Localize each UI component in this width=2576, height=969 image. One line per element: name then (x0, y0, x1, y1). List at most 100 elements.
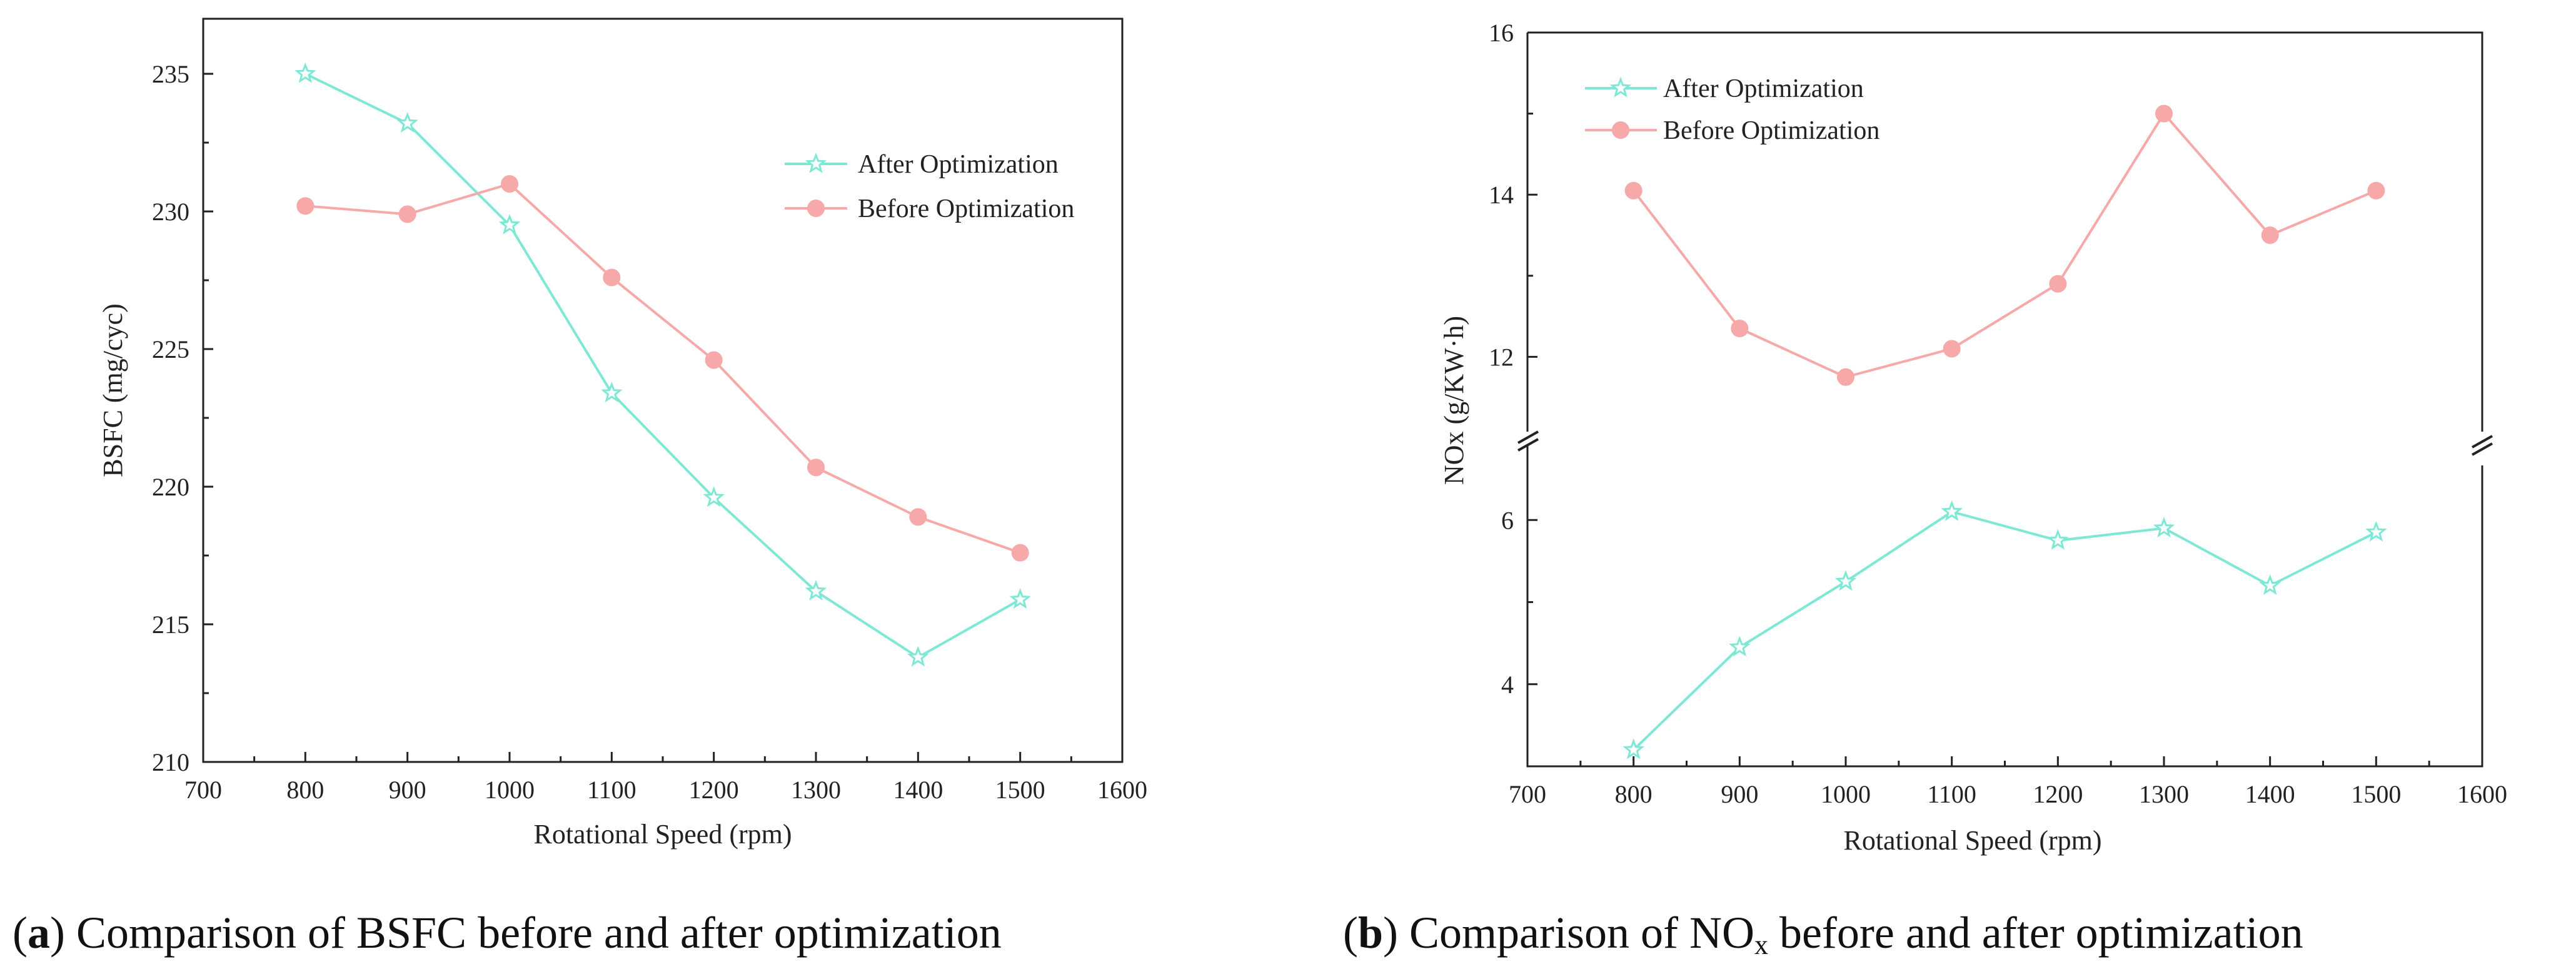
x-tick-label: 1400 (893, 776, 943, 804)
data-point-after (1834, 570, 1857, 591)
data-point-after (2259, 574, 2281, 595)
x-tick-label: 1400 (2245, 780, 2295, 808)
legend-after-marker (1609, 76, 1632, 98)
x-tick-label: 1500 (2351, 780, 2401, 808)
data-point-after (1623, 738, 1644, 759)
y-tick-label: 230 (152, 198, 189, 226)
y-tick-label: 16 (1489, 19, 1514, 47)
x-tick-label: 700 (184, 776, 222, 804)
x-tick-label: 1600 (1097, 776, 1147, 804)
axis-break-right-2 (2472, 442, 2493, 456)
legend-before-marker (1612, 121, 1629, 139)
data-point-before (2155, 104, 2173, 123)
x-tick-label: 900 (389, 776, 426, 804)
series-after-line (1633, 510, 2377, 751)
chart-a-bsfc: 700 800 900 1000 1100 1200 1300 1400 1500 1600 21… (13, 18, 1147, 958)
data-point-after (2047, 529, 2069, 550)
caption-b-text: Comparison of NO (1398, 908, 1754, 958)
data-point-after (601, 382, 623, 403)
y-tick-label: 14 (1489, 181, 1514, 209)
caption-b-tail: before and after optimization (1768, 908, 2303, 958)
data-point-before (807, 459, 825, 477)
data-point-after (396, 112, 418, 133)
data-point-before (909, 508, 927, 526)
y-tick-label: 220 (152, 473, 189, 501)
chart-a-frame (202, 18, 1124, 763)
data-point-after (294, 62, 316, 83)
y-tick-label: 12 (1489, 343, 1514, 371)
chart-b-x-ticks: 700 800 900 1000 1100 1200 1300 1400 1500 1600 (1509, 756, 2507, 808)
series-before-line (305, 182, 1021, 554)
axis-break-right-1 (2472, 435, 2493, 449)
legend-before-marker (807, 200, 825, 217)
data-point-before (1011, 544, 1029, 562)
x-tick-label: 1500 (995, 776, 1045, 804)
data-point-before (398, 205, 416, 223)
caption-a-prefix: ( (13, 908, 28, 958)
caption-a-letter: a (28, 908, 50, 958)
chart-b-y-ticks: 4 6 12 14 16 (1489, 19, 1537, 699)
y-tick-label: 225 (152, 335, 189, 363)
axis-break-left-1 (1517, 430, 1539, 444)
caption-b: (b) Comparison of NOx before and after o… (1343, 908, 2303, 960)
x-tick-label: 700 (1509, 780, 1546, 808)
data-point-after (1941, 500, 1963, 521)
x-tick-label: 1300 (2139, 780, 2189, 808)
data-point-before (296, 197, 314, 215)
data-point-after (805, 580, 827, 601)
series-after-line (304, 73, 1021, 659)
data-point-before (2367, 181, 2385, 200)
data-point-after (2365, 520, 2387, 542)
chart-b-axes-lower (1526, 445, 2483, 768)
chart-b-top-axes (1527, 31, 2483, 432)
y-tick-label: 6 (1501, 506, 1514, 534)
data-point-after (907, 646, 929, 667)
data-point-before (2049, 275, 2067, 293)
legend-before-label: Before Optimization (1663, 116, 1879, 145)
data-point-before (501, 175, 518, 193)
x-tick-label: 800 (286, 776, 324, 804)
data-point-before (2261, 226, 2279, 244)
chart-a-x-ticks: 700 800 900 1000 1100 1200 1300 1400 1500 1600 (184, 752, 1147, 804)
data-point-before (603, 268, 621, 287)
x-tick-label: 1200 (2033, 780, 2083, 808)
chart-a-series (294, 62, 1031, 667)
x-tick-label: 1000 (485, 776, 535, 804)
chart-b-y-axis-label: NOx (g/KW·h) (1439, 316, 1469, 485)
axis-break-symbol (1517, 430, 2493, 456)
data-point-before (1731, 320, 1749, 338)
data-point-before (705, 351, 723, 369)
x-tick-label: 1600 (2457, 780, 2507, 808)
chart-a-y-axis-label: BSFC (mg/cyc) (98, 303, 128, 477)
data-point-before (1837, 368, 1854, 386)
chart-a-x-axis-label: Rotational Speed (rpm) (533, 819, 792, 850)
x-tick-label: 1100 (1927, 780, 1976, 808)
legend-after-label: After Optimization (1663, 74, 1864, 103)
x-tick-label: 800 (1615, 780, 1653, 808)
caption-b-prefix: ( (1343, 908, 1358, 958)
legend-after-marker (805, 152, 827, 173)
y-tick-label: 4 (1501, 671, 1514, 699)
x-tick-label: 1200 (689, 776, 739, 804)
x-tick-label: 1300 (791, 776, 841, 804)
x-tick-label: 1100 (587, 776, 636, 804)
data-point-after (2153, 517, 2175, 538)
chart-a-y-ticks: 210 215 220 225 230 235 (152, 60, 213, 776)
chart-b-legend: After Optimization Before Optimization (1585, 74, 1879, 145)
data-point-after (1009, 588, 1031, 609)
legend-before-label: Before Optimization (858, 195, 1074, 223)
caption-a: (a) Comparison of BSFC before and after … (13, 908, 1002, 958)
chart-a-legend: After Optimization Before Optimization (785, 150, 1074, 223)
caption-b-letter: b (1358, 908, 1383, 958)
y-tick-label: 210 (152, 748, 189, 776)
caption-a-close: ) (50, 908, 65, 958)
series-before-line (1633, 111, 2377, 378)
data-point-after (498, 213, 521, 235)
chart-b-x-axis-label: Rotational Speed (rpm) (1843, 825, 2101, 856)
y-tick-label: 215 (152, 611, 189, 639)
caption-b-subscript: x (1754, 930, 1768, 960)
chart-b-nox: 700 800 900 1000 1100 1200 1300 1400 1500 1600 4 6… (1343, 19, 2507, 960)
data-point-after (1729, 636, 1751, 657)
caption-b-close: ) (1383, 908, 1398, 958)
